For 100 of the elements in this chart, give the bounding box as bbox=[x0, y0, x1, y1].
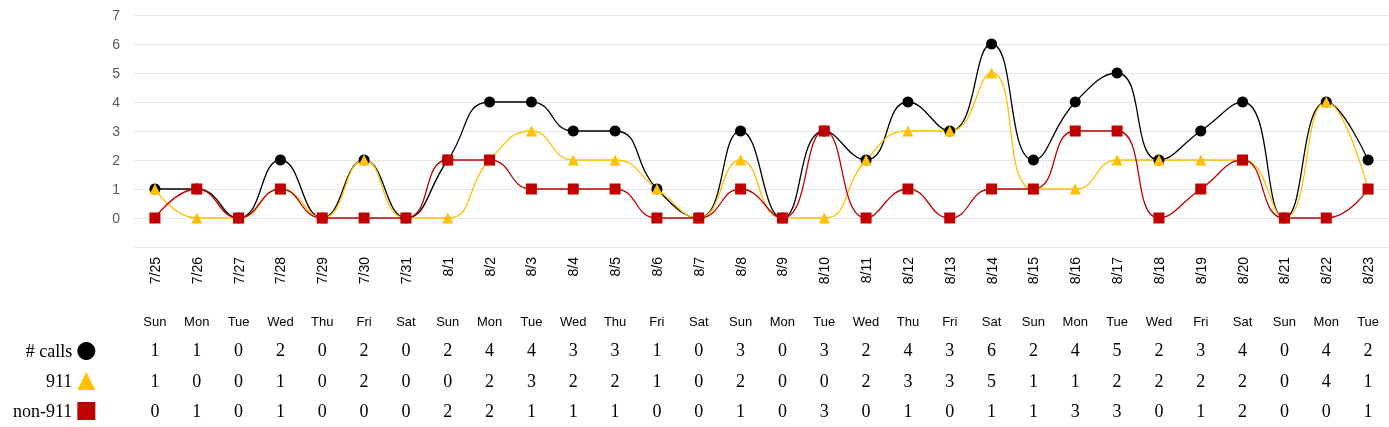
data-label: 4 bbox=[1321, 340, 1331, 360]
data-label: 1 bbox=[736, 401, 746, 421]
category-label: 8/21 Sun bbox=[1272, 257, 1296, 329]
data-label: 3 bbox=[819, 340, 829, 360]
data-label: 2 bbox=[861, 370, 871, 391]
data-label: 1 bbox=[903, 401, 913, 421]
category-label: 8/4 Wed bbox=[560, 257, 587, 329]
data-label: 4 bbox=[1321, 370, 1331, 391]
data-label: 0 bbox=[359, 401, 369, 421]
data-label: 0 bbox=[694, 370, 704, 391]
category-label: 8/22 Mon bbox=[1313, 257, 1339, 329]
data-label: 1 bbox=[1028, 370, 1038, 391]
data-label: 1 bbox=[192, 340, 202, 360]
data-label: 3 bbox=[1196, 340, 1206, 360]
category-label: 8/2 Mon bbox=[476, 257, 503, 329]
data-label: 1 bbox=[1196, 401, 1206, 421]
category-label: 8/15 Sun bbox=[1021, 257, 1045, 329]
category-label: 7/25 Sun bbox=[143, 257, 167, 329]
data-label: 0 bbox=[777, 401, 787, 421]
category-label: 8/18 Wed bbox=[1145, 257, 1173, 329]
y-tick-label: 0 bbox=[112, 210, 121, 226]
data-label: 3 bbox=[945, 370, 955, 391]
category-label: 7/29 Thu bbox=[311, 257, 334, 329]
category-label: 8/12 Thu bbox=[896, 257, 920, 329]
y-tick-label: 2 bbox=[112, 152, 121, 168]
legend-label: # calls bbox=[25, 341, 73, 361]
category-label: 8/9 Mon bbox=[769, 257, 796, 329]
category-label: 8/19 Fri bbox=[1192, 257, 1209, 329]
data-label: 2 bbox=[1112, 370, 1122, 391]
data-label: 1 bbox=[526, 401, 536, 421]
category-label: 8/13 Fri bbox=[941, 257, 958, 329]
data-label: 2 bbox=[861, 340, 871, 360]
y-tick-label: 4 bbox=[112, 94, 121, 110]
data-label: 2 bbox=[359, 370, 369, 391]
category-label: 7/28 Wed bbox=[267, 257, 294, 329]
category-label: 7/27 Tue bbox=[227, 257, 250, 329]
data-label: 0 bbox=[1154, 401, 1164, 421]
data-label: 2 bbox=[359, 340, 369, 360]
data-label: 0 bbox=[861, 401, 871, 421]
data-label: 0 bbox=[150, 401, 160, 421]
data-label: 0 bbox=[945, 401, 955, 421]
data-label: 3 bbox=[1070, 401, 1080, 421]
y-tick-label: 1 bbox=[112, 181, 121, 197]
data-label: 2 bbox=[1154, 370, 1164, 391]
category-label: 8/20 Sat bbox=[1232, 257, 1253, 329]
data-label: 1 bbox=[987, 401, 997, 421]
category-label: 8/16 Mon bbox=[1062, 257, 1088, 329]
data-label: 3 bbox=[736, 340, 746, 360]
data-label: 5 bbox=[1112, 340, 1122, 360]
data-label: 0 bbox=[694, 401, 704, 421]
data-label: 2 bbox=[443, 340, 453, 360]
data-label: 0 bbox=[1279, 401, 1289, 421]
data-label: 1 bbox=[150, 370, 160, 391]
data-label: 1 bbox=[150, 340, 160, 360]
category-label: 8/3 Tue bbox=[520, 257, 543, 329]
data-label: 2 bbox=[610, 370, 620, 391]
data-label: 1 bbox=[1363, 401, 1373, 421]
data-label: 1 bbox=[192, 401, 202, 421]
legend-label: non-911 bbox=[13, 401, 73, 421]
data-label: 0 bbox=[694, 340, 704, 360]
data-label: 1 bbox=[275, 370, 285, 391]
y-tick-label: 6 bbox=[112, 36, 121, 52]
data-label: 0 bbox=[234, 401, 244, 421]
data-label: 3 bbox=[819, 401, 829, 421]
data-label: 0 bbox=[1279, 370, 1289, 391]
data-label: 0 bbox=[777, 340, 787, 360]
data-label: 4 bbox=[1238, 340, 1248, 360]
data-label: 1 bbox=[568, 401, 578, 421]
data-label: 3 bbox=[945, 340, 955, 360]
y-tick-label: 5 bbox=[112, 65, 121, 81]
category-label: 7/30 Fri bbox=[356, 257, 373, 329]
data-label: 2 bbox=[1028, 340, 1038, 360]
category-label: 7/31 Sat bbox=[396, 257, 416, 329]
category-label: 8/14 Sat bbox=[981, 257, 1002, 329]
data-label: 0 bbox=[317, 370, 327, 391]
data-label: 1 bbox=[275, 401, 285, 421]
data-label: 0 bbox=[401, 401, 411, 421]
data-label: 6 bbox=[987, 340, 997, 360]
category-label: 8/7 Sat bbox=[688, 257, 709, 329]
data-label: 2 bbox=[275, 340, 285, 360]
y-tick-label: 7 bbox=[112, 7, 121, 23]
data-label: 3 bbox=[568, 340, 578, 360]
data-label: 1 bbox=[1028, 401, 1038, 421]
data-label: 2 bbox=[1196, 370, 1206, 391]
data-label: 0 bbox=[443, 370, 453, 391]
category-label: 8/8 Sun bbox=[729, 257, 753, 329]
data-label: 5 bbox=[987, 370, 997, 391]
category-label: 8/5 Thu bbox=[603, 257, 627, 329]
data-label: 3 bbox=[1112, 401, 1122, 421]
data-label: 2 bbox=[1238, 370, 1248, 391]
data-label: 4 bbox=[903, 340, 913, 360]
category-label: 8/17 Tue bbox=[1106, 257, 1129, 329]
data-label: 1 bbox=[610, 401, 620, 421]
data-label: 0 bbox=[1279, 340, 1289, 360]
data-label: 0 bbox=[234, 340, 244, 360]
data-label: 0 bbox=[777, 370, 787, 391]
data-label: 0 bbox=[317, 340, 327, 360]
data-label: 0 bbox=[401, 340, 411, 360]
y-tick-label: 3 bbox=[112, 123, 121, 139]
data-label: 1 bbox=[1363, 370, 1373, 391]
